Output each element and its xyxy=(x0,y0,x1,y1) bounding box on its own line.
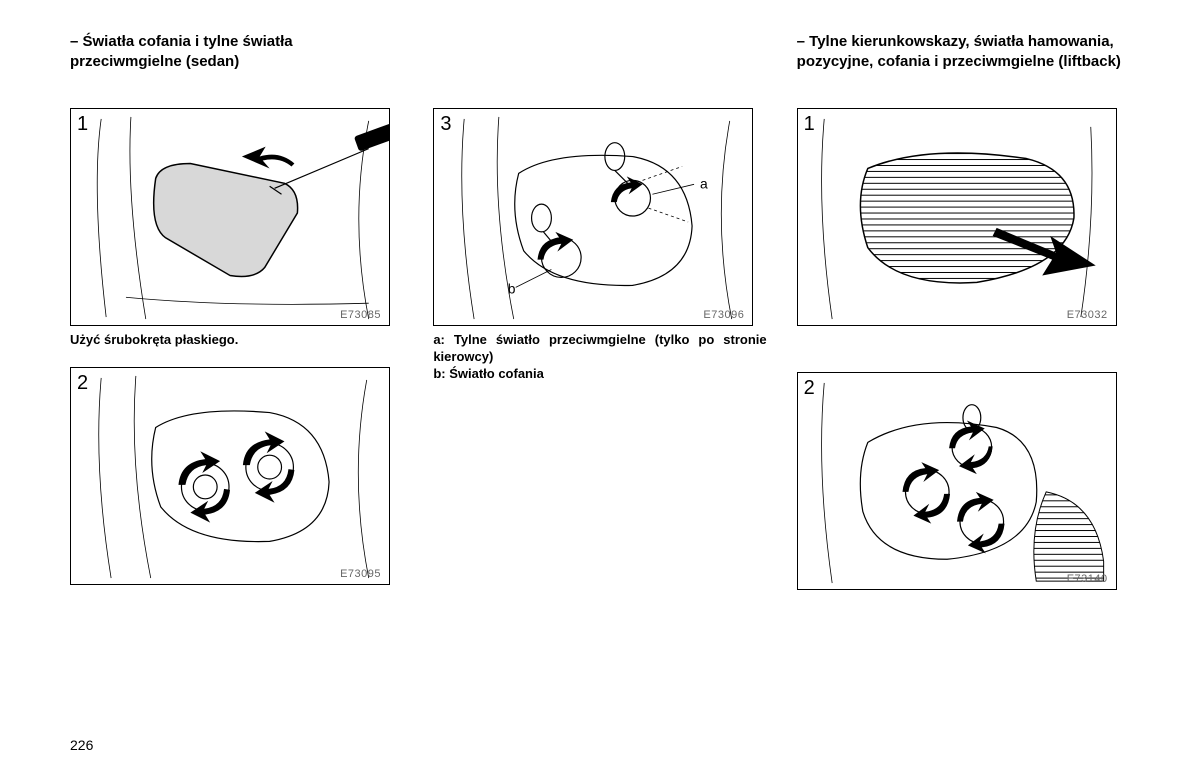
diagram-liftback-sockets xyxy=(798,373,1116,589)
col-left: – Światła cofania i tylne światła przeci… xyxy=(70,32,403,596)
diagram-bulbs-ab: a b xyxy=(434,109,752,325)
caption-line-b: b: Światło cofania xyxy=(433,366,766,383)
figure-code: E73085 xyxy=(340,309,381,321)
label-b-text: b xyxy=(508,280,516,296)
col-right: – Tylne kierunkowskazy, światła hamowani… xyxy=(797,32,1130,596)
heading-middle-spacer xyxy=(433,32,766,94)
figure-middle-3: 3 a b xyxy=(433,108,753,326)
figure-code: E73140 xyxy=(1067,573,1108,585)
caption-line-a: a: Tylne światło przeciwmgielne (tylko p… xyxy=(433,332,766,366)
figure-right-2: 2 E73140 xyxy=(797,372,1117,590)
heading-right: – Tylne kierunkowskazy, światła hamowani… xyxy=(797,32,1130,94)
figure-code: E73032 xyxy=(1067,309,1108,321)
figure-left-1: 1 E73085 xyxy=(70,108,390,326)
spacer xyxy=(797,332,1130,372)
diagram-liftback-grille xyxy=(798,109,1116,325)
step-number: 2 xyxy=(77,372,88,395)
figure-right-1: 1 E73032 xyxy=(797,108,1117,326)
figure-code: E73096 xyxy=(703,309,744,321)
caption-middle: a: Tylne światło przeciwmgielne (tylko p… xyxy=(433,332,766,383)
page-number: 226 xyxy=(70,737,93,753)
caption-left-1: Użyć śrubokręta płaskiego. xyxy=(70,332,403,349)
step-number: 2 xyxy=(804,377,815,400)
figure-left-2: 2 E73095 xyxy=(70,367,390,585)
page-grid: – Światła cofania i tylne światła przeci… xyxy=(70,32,1130,596)
step-number: 1 xyxy=(804,113,815,136)
step-number: 3 xyxy=(440,113,451,136)
col-middle: 3 a b xyxy=(433,32,766,596)
step-number: 1 xyxy=(77,113,88,136)
diagram-bulb-sockets-sedan xyxy=(71,368,389,584)
heading-left: – Światła cofania i tylne światła przeci… xyxy=(70,32,403,94)
label-a-text: a xyxy=(700,175,708,191)
diagram-screwdriver-cover xyxy=(71,109,389,325)
figure-code: E73095 xyxy=(340,568,381,580)
